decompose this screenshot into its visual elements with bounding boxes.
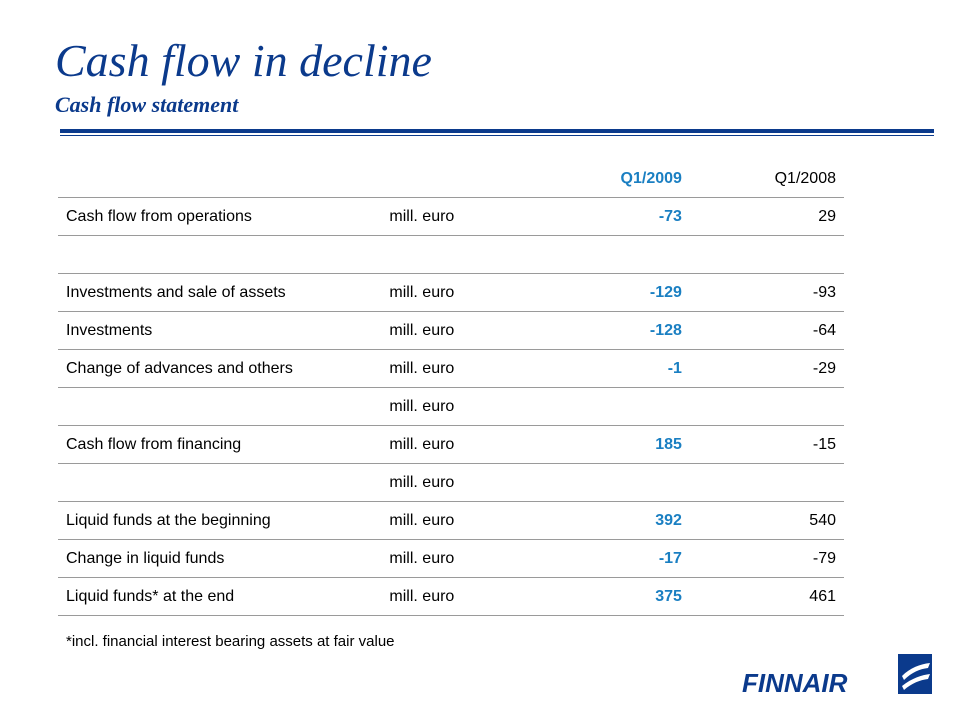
- row-label: [58, 235, 382, 274]
- row-q1-2008: [689, 387, 844, 426]
- table-row: Liquid funds* at the end mill. euro 375 461: [58, 577, 844, 616]
- row-label: Cash flow from financing: [58, 425, 382, 464]
- finnair-logo: FINNAIR: [740, 650, 940, 700]
- row-label: Change in liquid funds: [58, 539, 382, 578]
- row-q1-2008: -15: [689, 425, 844, 464]
- row-q1-2008: 461: [689, 577, 844, 616]
- row-label: Liquid funds at the beginning: [58, 501, 382, 540]
- table-row: [58, 235, 844, 274]
- row-label: [58, 463, 382, 502]
- row-q1-2008: -64: [689, 311, 844, 350]
- row-unit: [381, 235, 536, 274]
- row-unit: mill. euro: [381, 387, 536, 426]
- table-row: Cash flow from operations mill. euro -73 29: [58, 197, 844, 236]
- row-q1-2008: -79: [689, 539, 844, 578]
- row-label: Investments and sale of assets: [58, 273, 382, 312]
- row-q1-2008: 29: [689, 197, 844, 236]
- row-q1-2009: 375: [535, 577, 690, 616]
- row-label: [58, 387, 382, 426]
- row-label: Liquid funds* at the end: [58, 577, 382, 616]
- slide-title: Cash flow in decline: [55, 35, 432, 86]
- row-label: Change of advances and others: [58, 349, 382, 388]
- row-q1-2008: [689, 463, 844, 502]
- table-row: Cash flow from financing mill. euro 185 -15: [58, 425, 844, 464]
- row-unit: mill. euro: [381, 425, 536, 464]
- table-row: mill. euro: [58, 463, 844, 502]
- row-q1-2009: [535, 387, 690, 426]
- row-q1-2009: [535, 235, 690, 274]
- row-q1-2009: -129: [535, 273, 690, 312]
- row-unit: mill. euro: [381, 577, 536, 616]
- table-row: mill. euro: [58, 387, 844, 426]
- row-q1-2008: 540: [689, 501, 844, 540]
- row-q1-2009: 185: [535, 425, 690, 464]
- table-header-row: Q1/2009 Q1/2008: [58, 160, 844, 198]
- footnote: *incl. financial interest bearing assets…: [66, 633, 395, 650]
- row-label: Investments: [58, 311, 382, 350]
- header-q1-2008: Q1/2008: [689, 160, 844, 198]
- table-row: Investments mill. euro -128 -64: [58, 311, 844, 350]
- table-row: Investments and sale of assets mill. euro…: [58, 273, 844, 312]
- row-unit: mill. euro: [381, 501, 536, 540]
- table-row: Liquid funds at the beginning mill. euro 3…: [58, 501, 844, 540]
- row-unit: mill. euro: [381, 311, 536, 350]
- cash-flow-table: Q1/2009 Q1/2008 Cash flow from operation…: [58, 160, 844, 616]
- row-label: Cash flow from operations: [58, 197, 382, 236]
- logo-wordmark: FINNAIR: [742, 668, 848, 698]
- row-q1-2008: -29: [689, 349, 844, 388]
- row-q1-2009: -17: [535, 539, 690, 578]
- row-q1-2009: [535, 463, 690, 502]
- table-row: Change in liquid funds mill. euro -17 -79: [58, 539, 844, 578]
- row-unit: mill. euro: [381, 463, 536, 502]
- row-unit: mill. euro: [381, 539, 536, 578]
- table-row: Change of advances and others mill. euro -…: [58, 349, 844, 388]
- title-rule-thin: [60, 135, 934, 136]
- slide-subtitle: Cash flow statement: [55, 92, 239, 117]
- row-q1-2009: -1: [535, 349, 690, 388]
- row-q1-2008: [689, 235, 844, 274]
- row-q1-2009: 392: [535, 501, 690, 540]
- finnair-f-logo-icon: FINNAIR: [742, 654, 932, 698]
- row-q1-2008: -93: [689, 273, 844, 312]
- header-q1-2009: Q1/2009: [535, 160, 690, 198]
- row-unit: mill. euro: [381, 273, 536, 312]
- header-label: [58, 160, 382, 198]
- header-unit: [381, 160, 536, 198]
- row-q1-2009: -128: [535, 311, 690, 350]
- row-unit: mill. euro: [381, 349, 536, 388]
- row-q1-2009: -73: [535, 197, 690, 236]
- row-unit: mill. euro: [381, 197, 536, 236]
- title-rule-thick: [60, 129, 934, 133]
